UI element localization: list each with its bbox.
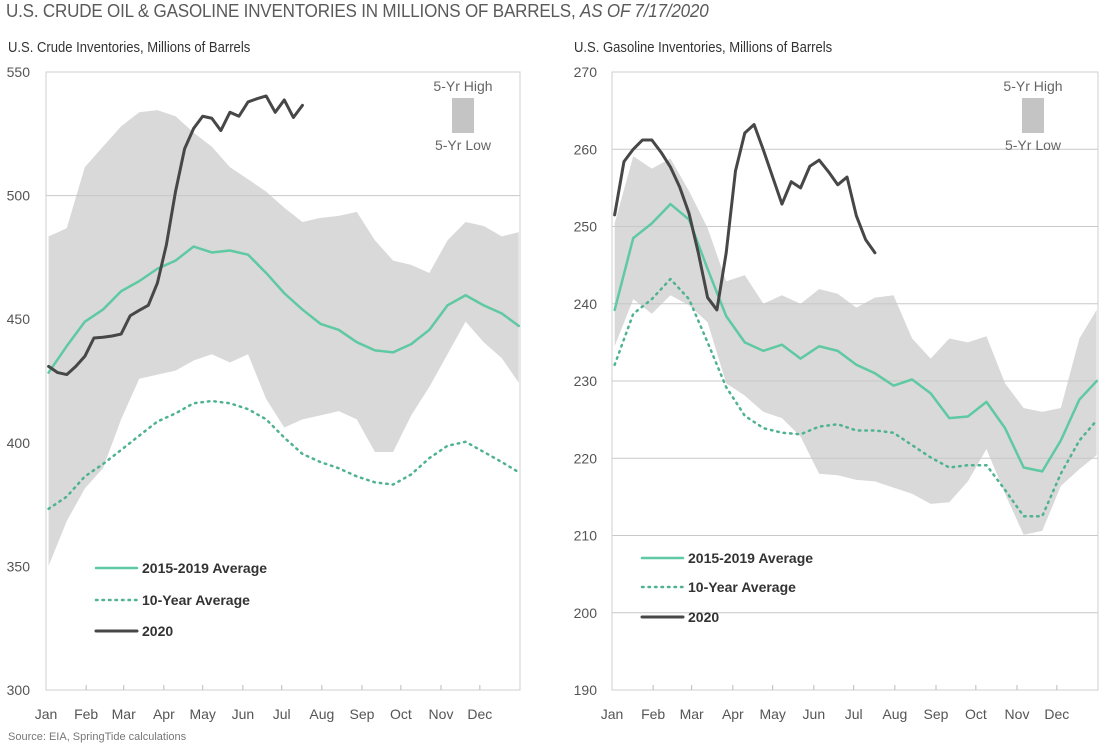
- band-legend-swatch: [452, 98, 474, 133]
- page-title: U.S. CRUDE OIL & GASOLINE INVENTORIES IN…: [6, 0, 709, 22]
- x-tick-label: Jun: [232, 706, 255, 722]
- legend-label: 10-Year Average: [142, 592, 250, 608]
- series-line-2020: [613, 123, 877, 312]
- x-tick-label: Apr: [722, 706, 744, 722]
- title-main: U.S. CRUDE OIL & GASOLINE INVENTORIES IN…: [6, 0, 576, 21]
- x-tick-label: Nov: [429, 706, 454, 722]
- x-tick-label: Sep: [350, 706, 375, 722]
- y-tick-label: 450: [7, 311, 31, 327]
- x-tick-label: Aug: [882, 706, 907, 722]
- x-tick-label: May: [759, 706, 785, 722]
- y-tick-label: 350: [7, 558, 31, 574]
- x-tick-label: Jun: [803, 706, 826, 722]
- band-legend-high: 5-Yr High: [1003, 78, 1062, 94]
- y-tick-label: 220: [574, 450, 598, 466]
- band-legend-high: 5-Yr High: [433, 78, 492, 94]
- x-tick-label: Dec: [1044, 706, 1069, 722]
- y-tick-label: 190: [574, 682, 598, 698]
- legend-label: 2015-2019 Average: [142, 560, 267, 576]
- y-tick-label: 240: [574, 296, 598, 312]
- x-tick-label: Feb: [641, 706, 665, 722]
- title-as-of: AS OF 7/17/2020: [580, 0, 709, 21]
- x-tick-label: Jul: [845, 706, 863, 722]
- x-tick-label: Feb: [74, 706, 98, 722]
- series-line-10-year-average: [47, 399, 520, 511]
- x-tick-label: Aug: [309, 706, 334, 722]
- crude-chart-title: U.S. Crude Inventories, Millions of Barr…: [8, 40, 251, 56]
- legend-label: 10-Year Average: [688, 579, 796, 595]
- x-tick-label: Mar: [680, 706, 704, 722]
- legend-label: 2020: [688, 609, 719, 625]
- x-tick-label: May: [189, 706, 215, 722]
- x-tick-label: Mar: [112, 706, 136, 722]
- y-tick-label: 400: [7, 435, 31, 451]
- y-tick-label: 250: [574, 219, 598, 235]
- band-legend-low: 5-Yr Low: [435, 137, 492, 153]
- series-line-2020: [47, 94, 304, 377]
- band-legend-swatch: [1022, 98, 1044, 133]
- five-year-range-band: [614, 156, 1097, 535]
- x-tick-label: Oct: [965, 706, 987, 722]
- band-legend-low: 5-Yr Low: [1005, 137, 1062, 153]
- gasoline-chart-title: U.S. Gasoline Inventories, Millions of B…: [574, 40, 833, 56]
- source-note: Source: EIA, SpringTide calculations: [8, 731, 187, 743]
- x-tick-label: Nov: [1005, 706, 1030, 722]
- y-tick-label: 300: [7, 682, 31, 698]
- plot-frame: [45, 71, 521, 691]
- five-year-range-band: [48, 110, 519, 566]
- x-tick-label: Oct: [390, 706, 412, 722]
- legend-label: 2020: [142, 623, 173, 639]
- plot-frame: [611, 71, 1099, 691]
- y-tick-label: 550: [7, 64, 31, 80]
- series-line-10-year-average: [613, 277, 1098, 518]
- y-tick-label: 270: [574, 64, 598, 80]
- y-tick-label: 260: [574, 141, 598, 157]
- x-tick-label: Jul: [273, 706, 291, 722]
- y-tick-label: 500: [7, 188, 31, 204]
- x-tick-label: Apr: [153, 706, 175, 722]
- x-tick-label: Jan: [35, 706, 58, 722]
- x-tick-label: Dec: [467, 706, 492, 722]
- x-tick-label: Sep: [924, 706, 949, 722]
- y-tick-label: 200: [574, 605, 598, 621]
- series-line-2015-2019-average: [47, 245, 520, 374]
- legend-label: 2015-2019 Average: [688, 550, 813, 566]
- y-tick-label: 210: [574, 528, 598, 544]
- x-tick-label: Jan: [601, 706, 624, 722]
- y-tick-label: 230: [574, 373, 598, 389]
